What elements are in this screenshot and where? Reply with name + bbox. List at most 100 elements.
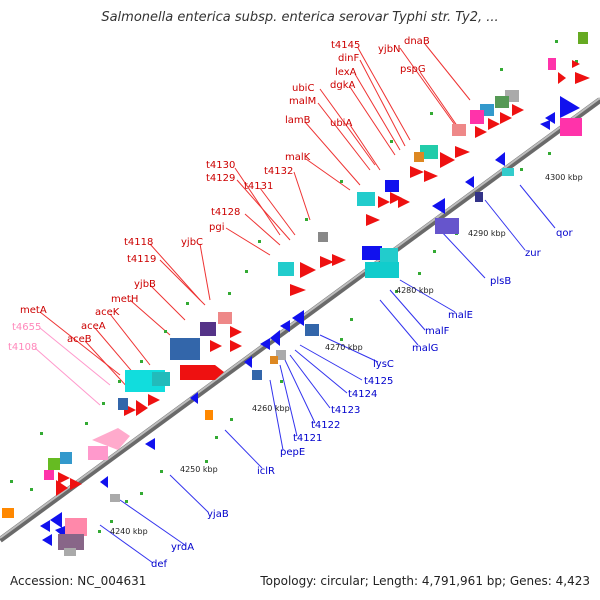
gene-box [110, 494, 120, 502]
tick-label: 4250 kbp [180, 465, 218, 474]
gene-label: lexA [335, 67, 357, 78]
gene-arrow [40, 520, 50, 532]
gene-arrow [244, 356, 252, 368]
gene-box [270, 356, 278, 364]
gene-label: aceK [95, 307, 120, 318]
gene-label: lamB [285, 115, 311, 126]
gene-box [64, 548, 76, 556]
gene-arrow [424, 170, 438, 182]
gene-box [58, 534, 84, 550]
gene-arrow [230, 340, 242, 352]
gene-label: ubiA [330, 118, 352, 129]
gene-label: t4130 [206, 160, 235, 171]
gene-label: aceB [67, 334, 92, 345]
gene-arrow [475, 126, 487, 138]
gene-arrow [290, 284, 306, 296]
gene-box [65, 518, 87, 536]
gene-box [205, 410, 213, 420]
gene-box [152, 372, 170, 386]
gene-label: t4131 [244, 181, 273, 192]
gene-arrow [558, 72, 566, 84]
gene-arrow [320, 256, 334, 268]
gene-arrow [70, 478, 82, 490]
gene-label: yjaB [207, 509, 229, 520]
gene-label: t4124 [348, 389, 377, 400]
gene-label: pspG [400, 64, 426, 75]
gene-arrow [575, 72, 590, 84]
gene-box [170, 338, 200, 360]
gene-arrow [390, 192, 402, 204]
upper-callout-lines [39, 43, 471, 391]
gene-label: lysC [373, 359, 394, 370]
gene-arrow [92, 428, 130, 450]
tick-label: 4300 kbp [545, 173, 583, 182]
gene-label: dinF [338, 53, 359, 64]
gene-arrow [180, 365, 224, 380]
accession-label: Accession: NC_004631 [10, 574, 147, 588]
tick-labels: 4300 kbp 4290 kbp 4280 kbp 4270 kbp 4260… [110, 173, 583, 536]
gene-arrow [50, 512, 62, 528]
gene-box [548, 58, 556, 70]
gene-arrow [545, 112, 555, 124]
page-title: Salmonella enterica subsp. enterica sero… [101, 10, 499, 25]
gene-arrow [560, 96, 580, 118]
gene-box [276, 350, 286, 360]
gene-box [362, 246, 382, 260]
gene-arrow [500, 112, 512, 124]
gene-arrow [292, 310, 304, 326]
gene-label: t4655 [12, 322, 41, 333]
gene-arrow [145, 438, 155, 450]
gene-arrow [190, 392, 198, 404]
gene-arrow [378, 196, 390, 208]
pink-callout-lines [34, 327, 111, 406]
gene-box [252, 370, 262, 380]
gene-label: t4128 [211, 207, 240, 218]
gene-label: t4108 [8, 342, 37, 353]
tick-label: 4270 kbp [325, 343, 363, 352]
gene-arrow [572, 60, 580, 68]
gene-box [2, 508, 14, 518]
tick-label: 4280 kbp [396, 286, 434, 295]
gene-box [48, 458, 60, 470]
upper-gene-labels: t4145 dinF yjbN dnaB lexA pspG dgkA ubiC… [8, 36, 430, 353]
gene-label: yjbN [378, 44, 401, 55]
gene-label: yjbC [181, 237, 203, 248]
gene-arrow [56, 480, 68, 496]
gene-box [118, 398, 128, 410]
gene-arrow [512, 104, 524, 116]
tick-dots [10, 40, 578, 551]
gene-label: iclR [257, 466, 275, 477]
gene-box [44, 470, 54, 480]
gene-label: malE [448, 310, 473, 321]
gene-arrow [366, 214, 380, 226]
gene-arrow [488, 118, 500, 130]
gene-arrow [210, 340, 222, 352]
gene-label: t4125 [364, 376, 393, 387]
gene-arrow [260, 338, 270, 350]
gene-arrow [42, 534, 52, 546]
gene-box [475, 192, 483, 202]
gene-arrow [432, 198, 445, 214]
gene-label: metH [111, 294, 138, 305]
gene-label: malG [412, 343, 438, 354]
gene-box [278, 262, 294, 276]
gene-label: malM [289, 96, 316, 107]
gene-box [318, 232, 328, 242]
gene-box [60, 452, 72, 464]
gene-label: t4119 [127, 254, 156, 265]
gene-arrow [455, 146, 470, 158]
gene-label: t4123 [331, 405, 360, 416]
gene-label: pgi [209, 222, 224, 233]
gene-arrow [270, 330, 280, 346]
gene-box [435, 218, 459, 234]
gene-label: aceA [81, 321, 106, 332]
gene-label: ubiC [292, 83, 314, 94]
gene-arrow [148, 394, 160, 406]
gene-arrow [300, 262, 316, 278]
gene-box [305, 324, 319, 336]
gene-box [560, 118, 582, 136]
gene-label: t4121 [293, 433, 322, 444]
gene-label: malK [285, 152, 311, 163]
